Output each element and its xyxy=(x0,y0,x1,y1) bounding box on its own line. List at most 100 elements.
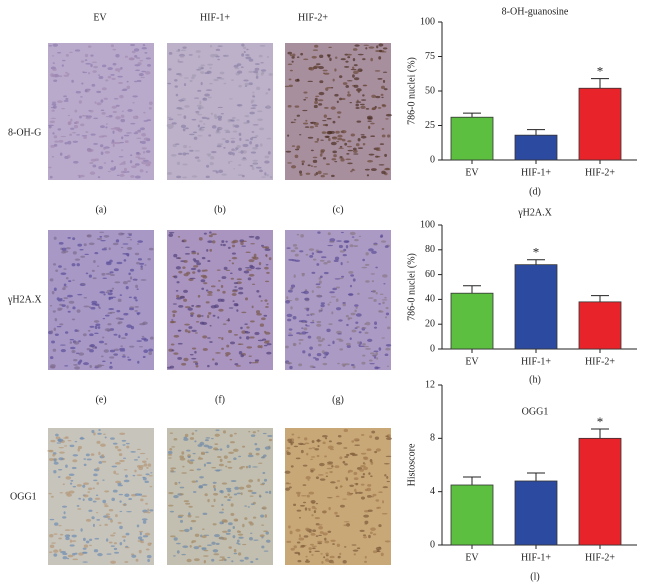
nucleus xyxy=(78,352,85,356)
nucleus xyxy=(305,253,309,256)
nucleus xyxy=(308,491,315,495)
nucleus xyxy=(262,471,266,475)
nucleus xyxy=(318,103,323,106)
nucleus xyxy=(367,117,373,120)
nucleus xyxy=(228,546,232,549)
nucleus xyxy=(363,456,369,461)
nucleus xyxy=(258,54,263,58)
nucleus xyxy=(288,289,293,293)
nucleus xyxy=(357,292,360,295)
y-tick-label: 12 xyxy=(425,379,435,390)
nucleus xyxy=(228,307,234,309)
nucleus xyxy=(383,283,386,285)
nucleus xyxy=(117,484,123,487)
nucleus xyxy=(316,524,323,526)
nucleus xyxy=(302,109,308,112)
nucleus xyxy=(350,312,356,316)
nucleus xyxy=(345,314,349,318)
nucleus xyxy=(205,301,210,304)
nucleus xyxy=(51,102,57,106)
y-tick-label: 20 xyxy=(425,318,435,329)
nucleus xyxy=(72,558,79,561)
nucleus xyxy=(225,139,230,144)
nucleus xyxy=(49,175,53,179)
nucleus xyxy=(187,330,191,334)
nucleus xyxy=(145,57,151,60)
nucleus xyxy=(243,50,246,54)
nucleus xyxy=(227,556,231,559)
nucleus xyxy=(236,144,241,149)
nucleus xyxy=(342,460,346,464)
nucleus xyxy=(170,467,177,470)
nucleus xyxy=(249,164,253,167)
nucleus xyxy=(242,523,245,528)
nucleus xyxy=(97,432,102,435)
nucleus xyxy=(335,307,342,311)
bar xyxy=(514,134,558,161)
nucleus xyxy=(91,61,98,63)
nucleus xyxy=(72,251,77,255)
nucleus xyxy=(88,306,92,309)
nucleus xyxy=(137,157,142,160)
nucleus xyxy=(260,514,265,518)
nucleus xyxy=(347,56,351,59)
nucleus xyxy=(192,491,197,493)
nucleus xyxy=(302,122,309,125)
nucleus xyxy=(233,334,239,336)
nucleus xyxy=(334,465,340,469)
nucleus xyxy=(219,511,224,514)
nucleus xyxy=(188,505,193,508)
nucleus xyxy=(305,559,309,561)
nucleus xyxy=(222,530,228,533)
nucleus xyxy=(300,449,304,454)
nucleus xyxy=(255,310,261,314)
nucleus xyxy=(369,475,373,478)
nucleus xyxy=(314,100,319,105)
nucleus xyxy=(58,265,62,268)
nucleus xyxy=(349,244,354,248)
nucleus xyxy=(353,77,360,81)
nucleus xyxy=(336,480,341,482)
nucleus xyxy=(146,466,149,470)
y-tick-label: 75 xyxy=(425,51,435,62)
nucleus xyxy=(182,545,189,549)
nucleus xyxy=(121,161,126,165)
nucleus xyxy=(303,290,309,295)
nucleus xyxy=(73,124,79,129)
nucleus xyxy=(362,258,365,262)
nucleus xyxy=(244,82,250,86)
nucleus xyxy=(357,341,360,345)
nucleus xyxy=(128,272,131,276)
nucleus xyxy=(90,133,96,136)
nucleus xyxy=(124,493,130,498)
nucleus xyxy=(101,112,106,115)
nucleus xyxy=(337,435,342,438)
nucleus xyxy=(58,299,63,302)
nucleus xyxy=(265,539,271,543)
nucleus xyxy=(385,312,390,316)
nucleus xyxy=(340,97,346,101)
nucleus xyxy=(146,554,152,559)
nucleus xyxy=(340,58,346,61)
nucleus xyxy=(91,516,95,520)
nucleus xyxy=(101,135,108,138)
nucleus xyxy=(251,491,257,495)
nucleus xyxy=(123,312,129,316)
nucleus xyxy=(311,271,316,274)
nucleus xyxy=(337,134,343,138)
nucleus xyxy=(266,303,269,305)
nucleus xyxy=(217,455,222,458)
nucleus xyxy=(290,284,296,288)
nucleus xyxy=(374,436,380,440)
nucleus xyxy=(357,53,364,56)
nucleus xyxy=(67,140,72,145)
nucleus xyxy=(207,314,210,319)
nucleus xyxy=(318,91,325,96)
nucleus xyxy=(105,272,112,275)
nucleus xyxy=(368,359,373,362)
nucleus xyxy=(171,122,177,125)
nucleus xyxy=(302,484,307,486)
nucleus xyxy=(57,469,63,471)
nucleus xyxy=(387,134,391,138)
nucleus xyxy=(344,455,349,458)
